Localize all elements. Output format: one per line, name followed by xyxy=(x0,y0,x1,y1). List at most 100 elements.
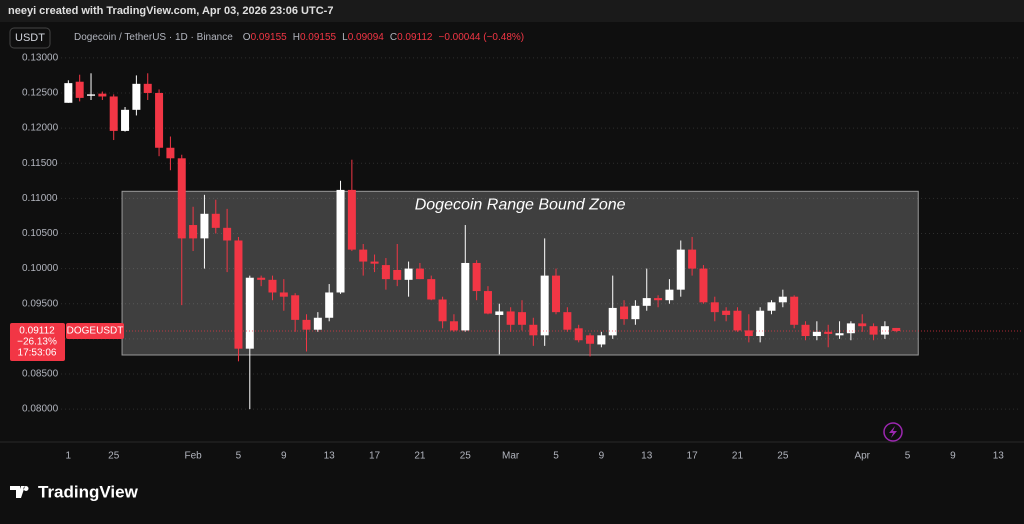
ohlc-letter: O xyxy=(243,32,251,43)
y-tick-label: 0.10500 xyxy=(22,228,59,239)
alert-bolt[interactable] xyxy=(889,426,897,438)
candle-body xyxy=(506,311,515,325)
candle-body xyxy=(620,306,629,320)
x-tick-label: 17 xyxy=(687,451,699,462)
y-tick-label: 0.12000 xyxy=(22,123,59,134)
zone-label: Dogecoin Range Bound Zone xyxy=(415,197,626,214)
candle-body xyxy=(370,261,379,264)
ohlc-value: 0.09112 xyxy=(397,32,433,43)
candle-body xyxy=(778,296,787,303)
candle-body xyxy=(279,292,288,297)
candle-body xyxy=(121,109,130,131)
candle-body xyxy=(472,262,481,292)
candle-body xyxy=(517,312,526,325)
candle-body xyxy=(166,147,175,159)
candle-body xyxy=(733,310,742,331)
candle-body xyxy=(483,291,492,314)
price-tag-box xyxy=(10,322,65,361)
x-tick-label: 9 xyxy=(281,451,287,462)
candle-body xyxy=(393,269,402,280)
candle-body xyxy=(574,328,583,341)
candle-body xyxy=(257,277,266,280)
candle-body xyxy=(211,213,220,228)
ohlc-letter: C xyxy=(390,32,397,43)
candle-body xyxy=(415,268,424,280)
candle-body xyxy=(722,310,731,315)
x-tick-label: 13 xyxy=(324,451,336,462)
candle-body xyxy=(688,249,697,269)
candle-body xyxy=(143,83,152,93)
ticker-tag-box xyxy=(66,322,124,339)
candle-body xyxy=(336,189,345,293)
candle-body xyxy=(812,331,821,337)
y-tick-label: 0.09500 xyxy=(22,298,59,309)
x-tick-label: 25 xyxy=(108,451,120,462)
x-tick-label: 1 xyxy=(66,451,72,462)
candle-body xyxy=(586,335,595,344)
candle-body xyxy=(381,265,390,280)
candle-body xyxy=(631,305,640,320)
y-tick-label: 0.08500 xyxy=(22,369,59,380)
ohlc-letter: L xyxy=(342,32,348,43)
candle-body xyxy=(200,213,209,239)
x-tick-label: 13 xyxy=(641,451,653,462)
candle-body xyxy=(438,299,447,322)
candle-body xyxy=(75,81,84,98)
logo-mark xyxy=(10,486,29,498)
candle-body xyxy=(64,83,73,103)
x-tick-label: 9 xyxy=(950,451,956,462)
candle-body xyxy=(540,275,549,336)
ohlc-value: 0.09155 xyxy=(251,32,288,43)
candle-body xyxy=(495,311,504,315)
candle-body xyxy=(654,298,663,301)
candle-body xyxy=(132,83,141,110)
logo: TradingView xyxy=(10,482,139,501)
candle-body xyxy=(87,94,96,96)
candle-body xyxy=(291,295,300,320)
symbol-legend: Dogecoin / TetherUS · 1D · Binance O0.091… xyxy=(74,32,524,43)
candle-body xyxy=(552,275,561,313)
price-tag-value: 0.09112 xyxy=(19,326,55,337)
x-tick-label: 21 xyxy=(732,451,744,462)
ohlc-value: 0.09155 xyxy=(300,32,337,43)
candle-body xyxy=(155,92,164,148)
candle-body xyxy=(846,323,855,334)
candle-body xyxy=(359,249,368,262)
x-tick-label: Apr xyxy=(854,451,870,462)
currency-button-label[interactable]: USDT xyxy=(15,32,45,44)
change: −0.00044 (−0.48%) xyxy=(438,32,524,43)
currency-button[interactable] xyxy=(9,27,51,49)
candle-body xyxy=(835,333,844,336)
credit: neeyi created with TradingView.com, Apr … xyxy=(8,5,333,17)
candle-body xyxy=(710,302,719,313)
y-tick-label: 0.11000 xyxy=(22,193,58,204)
x-tick-label: 5 xyxy=(553,451,559,462)
candle-body xyxy=(665,289,674,301)
candle-body xyxy=(801,324,810,337)
candle-body xyxy=(449,321,458,331)
candle-body xyxy=(461,262,470,331)
candle-body xyxy=(268,279,277,293)
candle-body xyxy=(529,324,538,336)
logo-text: TradingView xyxy=(38,482,139,501)
x-tick-label: 25 xyxy=(460,451,472,462)
candle-body xyxy=(824,331,833,334)
price-tag-countdown: 17:53:06 xyxy=(18,348,57,359)
candle-body xyxy=(404,268,413,280)
candle-body xyxy=(234,240,243,349)
candle-body xyxy=(756,310,765,337)
candle-body xyxy=(642,298,651,306)
x-tick-label: Mar xyxy=(502,451,520,462)
x-tick-label: 25 xyxy=(777,451,789,462)
x-tick-label: 5 xyxy=(236,451,242,462)
candle-body xyxy=(597,335,606,345)
y-tick-label: 0.08000 xyxy=(22,404,59,415)
y-tick-label: 0.10000 xyxy=(22,263,59,274)
y-tick-label: 0.12500 xyxy=(22,88,59,99)
candle-body xyxy=(98,93,107,97)
alert-icon[interactable] xyxy=(883,422,903,442)
candle-body xyxy=(325,292,334,318)
ticker-tag: DOGEUSDT xyxy=(67,326,124,337)
